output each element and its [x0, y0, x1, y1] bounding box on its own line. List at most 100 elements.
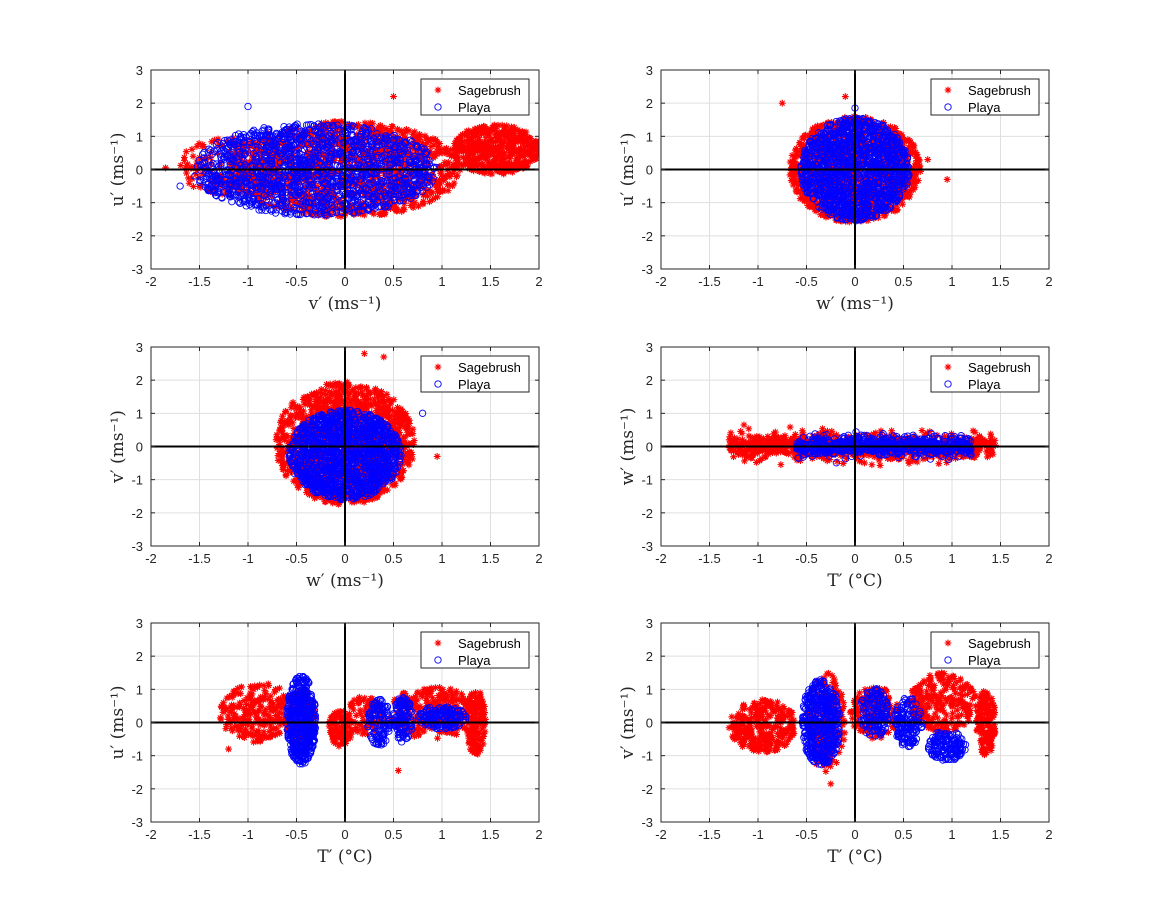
y-tick-label: 3 [136, 63, 143, 78]
legend: Sagebrush Playa [420, 631, 530, 669]
x-tick-label: 1 [438, 551, 445, 566]
legend-label: Sagebrush [968, 636, 1031, 651]
y-tick-label: 1 [136, 406, 143, 421]
y-axis-label: w′ (ms⁻¹) [618, 408, 638, 486]
legend: Sagebrush Playa [930, 631, 1040, 669]
x-axis-label: w′ (ms⁻¹) [306, 571, 384, 591]
legend-label: Sagebrush [968, 360, 1031, 375]
legend-label: Playa [968, 653, 1001, 668]
y-axis-label: v′ (ms⁻¹) [618, 686, 638, 760]
legend: Sagebrush Playa [420, 355, 530, 393]
x-tick-label: 0.5 [894, 274, 912, 289]
legend-box [420, 355, 530, 393]
legend-box [930, 355, 1040, 393]
series-playa [798, 676, 970, 769]
y-tick-label: 1 [136, 682, 143, 697]
y-tick-label: 0 [136, 716, 143, 731]
y-tick-label: -3 [641, 262, 653, 277]
y-axis-label: u′ (ms⁻¹) [108, 132, 128, 206]
legend-box [420, 78, 530, 116]
y-tick-label: 2 [136, 649, 143, 664]
x-tick-label: 2 [535, 551, 542, 566]
y-tick-label: -1 [131, 196, 143, 211]
x-tick-label: 2 [535, 827, 542, 842]
series-playa [797, 104, 913, 225]
y-tick-label: -3 [131, 815, 143, 830]
x-tick-label: -1 [242, 551, 254, 566]
x-tick-label: 2 [535, 274, 542, 289]
y-tick-label: 0 [646, 163, 653, 178]
legend-item-playa: Playa [944, 653, 1001, 668]
x-tick-label: -2 [655, 274, 667, 289]
y-tick-label: 1 [646, 682, 653, 697]
x-tick-label: -0.5 [285, 827, 307, 842]
legend-item-playa: Playa [944, 377, 1001, 392]
y-tick-label: -3 [131, 539, 143, 554]
y-tick-label: 2 [646, 649, 653, 664]
x-tick-label: -1 [752, 827, 764, 842]
x-tick-label: 0 [851, 274, 858, 289]
x-tick-label: 2 [1045, 551, 1052, 566]
y-tick-label: 2 [646, 373, 653, 388]
y-tick-label: 0 [646, 716, 653, 731]
legend-item-sagebrush: Sagebrush [944, 636, 1031, 651]
legend-item-sagebrush: Sagebrush [434, 360, 521, 375]
y-tick-label: -2 [641, 229, 653, 244]
x-tick-label: 1 [438, 827, 445, 842]
x-tick-label: 1.5 [481, 274, 499, 289]
x-tick-label: -1.5 [698, 827, 720, 842]
x-tick-label: -2 [655, 827, 667, 842]
legend-item-playa: Playa [434, 100, 491, 115]
legend-label: Sagebrush [458, 360, 521, 375]
x-tick-label: -0.5 [285, 551, 307, 566]
y-tick-label: 2 [646, 96, 653, 111]
x-tick-label: 1.5 [991, 827, 1009, 842]
y-tick-label: 0 [646, 440, 653, 455]
y-tick-label: -3 [641, 815, 653, 830]
legend: Sagebrush Playa [420, 78, 530, 116]
y-tick-label: -1 [131, 749, 143, 764]
y-tick-label: -2 [131, 506, 143, 521]
x-tick-label: -2 [145, 551, 157, 566]
y-tick-label: -2 [641, 782, 653, 797]
legend-item-sagebrush: Sagebrush [434, 83, 521, 98]
legend-item-playa: Playa [434, 653, 491, 668]
y-tick-label: 2 [136, 373, 143, 388]
legend: Sagebrush Playa [930, 355, 1040, 393]
y-tick-label: 3 [646, 340, 653, 355]
y-tick-label: 3 [646, 616, 653, 631]
x-tick-label: 0 [851, 827, 858, 842]
x-tick-label: 1 [948, 827, 955, 842]
x-tick-label: 1 [948, 274, 955, 289]
legend-item-sagebrush: Sagebrush [434, 636, 521, 651]
x-tick-label: 0 [851, 551, 858, 566]
y-tick-label: 0 [136, 163, 143, 178]
legend-label: Sagebrush [458, 636, 521, 651]
x-tick-label: 0.5 [894, 551, 912, 566]
x-axis-label: T′ (°C) [317, 847, 372, 867]
y-axis-label: v′ (ms⁻¹) [108, 410, 128, 484]
legend-item-sagebrush: Sagebrush [944, 83, 1031, 98]
x-tick-label: -1 [752, 274, 764, 289]
x-axis-label: v′ (ms⁻¹) [308, 294, 382, 314]
y-tick-label: -2 [131, 229, 143, 244]
y-tick-label: -1 [641, 196, 653, 211]
y-tick-label: -3 [131, 262, 143, 277]
x-tick-label: -1.5 [188, 827, 210, 842]
x-tick-label: 0.5 [384, 551, 402, 566]
series-playa [176, 102, 441, 219]
legend-label: Playa [968, 377, 1001, 392]
y-tick-label: 3 [136, 340, 143, 355]
y-axis-label: u′ (ms⁻¹) [618, 132, 638, 206]
x-tick-label: -1.5 [698, 551, 720, 566]
y-axis-label: u′ (ms⁻¹) [108, 685, 128, 759]
y-tick-label: -2 [131, 782, 143, 797]
y-tick-label: 1 [136, 129, 143, 144]
x-tick-label: 1.5 [481, 827, 499, 842]
x-axis-label: T′ (°C) [827, 571, 882, 591]
